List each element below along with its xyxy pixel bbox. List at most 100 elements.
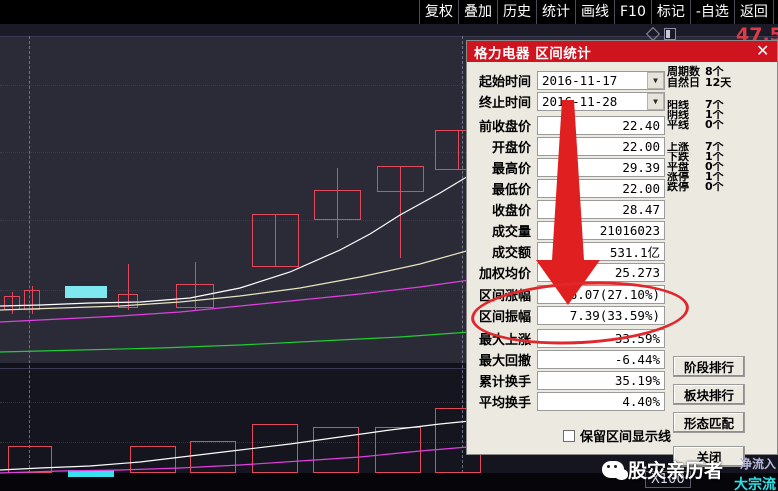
field-label: 最大回撤 [478,354,531,369]
field-range-amplitude[interactable]: 区间振幅 7.39(33.59%) [471,305,665,326]
field-end-date[interactable]: 终止时间 2016-11-28 ▼ [471,91,665,112]
field-value[interactable]: 22.00 [537,179,665,198]
dazong-label: 大宗流 [734,477,776,491]
stat-row: 阳线 7个 [667,100,775,110]
stat-label: 平线 [667,120,689,130]
candlestick [4,0,20,491]
dialog-body: 起始时间 2016-11-17 ▼ 终止时间 2016-11-28 ▼ 前收盘价 22.40 开… [467,62,777,467]
field-start-date[interactable]: 起始时间 2016-11-17 ▼ [471,70,665,91]
field-label: 平均换手 [478,396,531,411]
field-value[interactable]: 7.39(33.59%) [537,306,665,325]
field-value[interactable]: 4.40% [537,392,665,411]
button-sector-ranking[interactable]: 板块排行 [673,384,745,405]
field-low-price[interactable]: 最低价 22.00 [471,178,665,199]
field-avg-turnover-rate[interactable]: 平均换手 4.40% [471,391,665,412]
stat-value: 1个 [705,152,724,162]
field-value[interactable]: 29.39 [537,158,665,177]
field-label: 成交额 [491,246,531,261]
field-value-text: 6.07(27.10%) [569,287,660,302]
candlestick [252,0,299,491]
toolbar-button-fuquan[interactable]: 复权 [419,0,459,24]
field-turnover[interactable]: 成交额 531.1亿 [471,241,665,262]
field-volume[interactable]: 成交量 21016023 [471,220,665,241]
volume-bar [68,470,114,477]
keep-range-line-row[interactable]: 保留区间显示线 [563,426,671,445]
field-max-gain[interactable]: 最大上涨 33.59% [471,328,665,349]
candle-body [252,214,299,267]
field-value-text: 25.273 [614,265,660,280]
chevron-down-icon[interactable]: ▼ [647,93,664,110]
field-total-turnover-rate[interactable]: 累计换手 35.19% [471,370,665,391]
stat-row: 跌停 0个 [667,182,775,192]
candlestick [118,0,138,491]
toolbar-button-zixuan[interactable]: -自选 [689,0,735,24]
range-statistics-dialog[interactable]: 格力电器 区间统计 ✕ 起始时间 2016-11-17 ▼ 终止时间 2016-11-2… [466,40,778,467]
field-value[interactable]: 28.47 [537,200,665,219]
chart-icon-row[interactable] [645,26,708,42]
chart-top-strip [0,22,778,36]
candle-body [24,290,40,310]
field-close-price[interactable]: 收盘价 28.47 [471,199,665,220]
field-value[interactable]: 22.00 [537,137,665,156]
toolbar-button-huaxian[interactable]: 画线 [575,0,615,24]
field-value[interactable]: 2016-11-17 ▼ [537,71,665,90]
stat-value: 12天 [705,76,732,89]
field-value[interactable]: 33.59% [537,329,665,348]
field-open-price[interactable]: 开盘价 22.00 [471,136,665,157]
stat-value: 0个 [705,162,724,172]
candle-body [4,296,20,310]
watermark: 股灾亲历者 [602,456,723,483]
field-value[interactable]: 6.07(27.10%) [537,285,665,304]
stat-value: 1个 [705,110,724,120]
field-value[interactable]: 25.273 [537,263,665,282]
field-value-text: 33.59% [614,331,660,346]
volume-bar [8,446,52,473]
grid-line [0,85,778,86]
field-value[interactable]: 22.40 [537,116,665,135]
move-stats: 上涨 7个 下跌 1个 平盘 0个 涨停 1个 跌停 0个 [667,142,775,192]
toolbar-button-tongji[interactable]: 统计 [536,0,576,24]
button-stage-ranking[interactable]: 阶段排行 [673,356,745,377]
field-value[interactable]: 21016023 [537,221,665,240]
keep-range-line-label: 保留区间显示线 [580,430,672,445]
candlestick [65,0,107,491]
diamond-icon[interactable] [645,26,661,42]
toolbar-buttons[interactable]: 复权 叠加 历史 统计 画线 F10 标记 -自选 返回 [419,0,774,24]
field-weighted-avg[interactable]: 加权均价 25.273 [471,262,665,283]
field-label: 终止时间 [478,96,531,111]
toolbar-button-f10[interactable]: F10 [614,0,652,24]
toolbar-button-lishi[interactable]: 历史 [497,0,537,24]
field-value-text: 531.1亿 [609,245,660,260]
stat-value: 0个 [705,182,724,192]
chevron-down-icon[interactable]: ▼ [647,72,664,89]
field-value-text: 22.40 [622,118,660,133]
stat-label: 上涨 [667,142,689,152]
button-pattern-match[interactable]: 形态匹配 [673,412,745,433]
field-prev-close[interactable]: 前收盘价 22.40 [471,115,665,136]
volume-bar [190,441,236,473]
stat-value: 7个 [705,100,724,110]
stat-row: 平线 0个 [667,120,775,130]
stat-label: 自然日 [667,76,700,89]
candle-body [314,190,361,220]
field-max-drawdown[interactable]: 最大回撤 -6.44% [471,349,665,370]
field-value[interactable]: 2016-11-28 ▼ [537,92,665,111]
stock-name-label: 格力电 [774,0,778,24]
field-value-text: 22.00 [622,139,660,154]
field-value[interactable]: -6.44% [537,350,665,369]
field-value[interactable]: 35.19% [537,371,665,390]
button-close[interactable]: 关闭 [673,446,745,467]
close-icon[interactable]: ✕ [756,41,770,60]
stat-label: 跌停 [667,182,689,192]
field-value[interactable]: 531.1亿 [537,242,665,261]
candle-body [65,286,107,298]
field-high-price[interactable]: 最高价 29.39 [471,157,665,178]
keep-range-line-checkbox[interactable] [563,429,575,442]
toolbar-button-biaoji[interactable]: 标记 [650,0,691,24]
toolbar-button-fanhui[interactable]: 返回 [733,0,774,24]
toolbar-button-diejia[interactable]: 叠加 [458,0,498,24]
field-range-change[interactable]: 区间涨幅 6.07(27.10%) [471,284,665,305]
dialog-title-bar: 格力电器 区间统计 ✕ [467,41,777,62]
panel-toggle-icon[interactable] [664,28,676,40]
